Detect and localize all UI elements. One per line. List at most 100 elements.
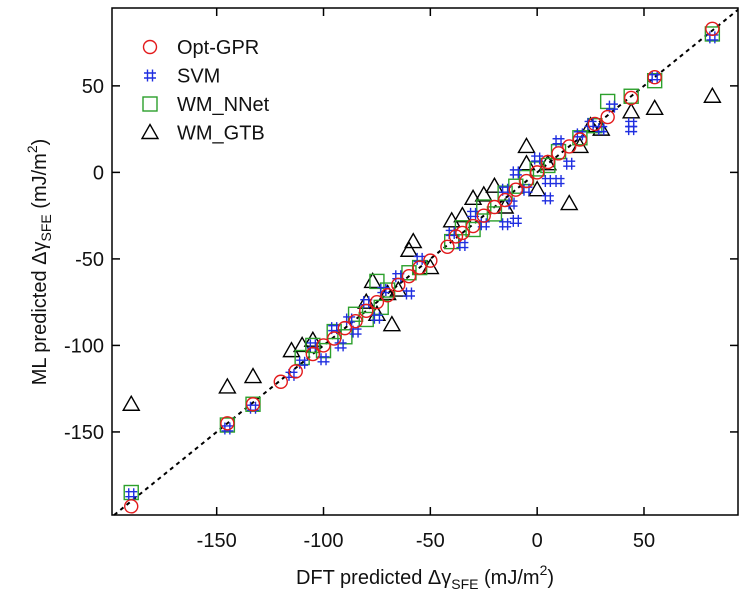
point xyxy=(337,320,353,336)
point xyxy=(305,346,321,362)
point xyxy=(646,72,663,89)
point xyxy=(487,199,502,215)
point xyxy=(519,173,534,189)
point xyxy=(531,152,544,165)
y-label-sub: SFE xyxy=(38,214,54,241)
point xyxy=(377,284,390,297)
point xyxy=(359,303,374,319)
point xyxy=(581,116,600,133)
point xyxy=(220,416,235,431)
point xyxy=(334,339,347,352)
point xyxy=(551,146,566,161)
legend-marker xyxy=(144,69,156,82)
point xyxy=(316,338,331,353)
point xyxy=(455,225,470,241)
point xyxy=(363,271,382,289)
point xyxy=(285,368,298,381)
point xyxy=(288,364,303,379)
plot-frame xyxy=(111,7,739,516)
point xyxy=(326,331,342,346)
point xyxy=(541,192,554,205)
point xyxy=(572,130,588,146)
point xyxy=(529,165,545,180)
legend-label: WM_GTB xyxy=(177,123,265,145)
point xyxy=(122,394,141,411)
y-axis-label: ML predicted ΔγSFE (mJ/m2) xyxy=(24,139,54,386)
point xyxy=(529,161,545,177)
x-label-unit: (mJ/m xyxy=(478,567,539,589)
x-tick-label: -100 xyxy=(303,530,343,552)
point xyxy=(560,194,579,211)
point xyxy=(358,311,374,328)
point xyxy=(540,154,556,170)
point xyxy=(474,185,493,202)
legend-label: Opt-GPR xyxy=(177,37,259,59)
point xyxy=(219,417,236,433)
point xyxy=(499,183,512,196)
y-tick-label: 50 xyxy=(82,76,104,98)
point xyxy=(605,100,618,113)
point xyxy=(328,322,341,335)
point xyxy=(552,135,565,148)
y-tick-label: 0 xyxy=(93,162,104,184)
point xyxy=(348,313,363,329)
point xyxy=(584,117,597,130)
point xyxy=(380,288,395,303)
point xyxy=(303,330,323,347)
point xyxy=(125,488,138,501)
point xyxy=(370,311,383,324)
x-tick-label: -150 xyxy=(197,530,237,552)
point xyxy=(382,315,402,332)
point xyxy=(703,86,722,103)
point xyxy=(440,239,455,254)
point xyxy=(317,353,330,366)
point xyxy=(587,116,603,132)
point xyxy=(592,119,611,136)
point xyxy=(486,206,503,222)
point xyxy=(412,260,427,275)
point xyxy=(402,287,415,300)
x-axis-label: DFT predicted ΔγSFE (mJ/m2) xyxy=(296,562,554,592)
y-label-end: ) xyxy=(29,139,51,146)
y-tick-label: -150 xyxy=(64,422,104,444)
legend-marker xyxy=(140,123,160,140)
point xyxy=(391,277,406,293)
point xyxy=(399,240,419,257)
x-label-end: ) xyxy=(547,567,554,589)
point xyxy=(347,306,364,322)
point xyxy=(401,269,417,284)
point xyxy=(541,175,554,188)
point xyxy=(218,377,237,394)
point xyxy=(540,157,556,174)
point xyxy=(467,207,480,220)
point xyxy=(243,367,263,384)
point xyxy=(315,342,332,359)
point xyxy=(645,98,664,116)
point xyxy=(282,341,301,358)
point xyxy=(349,325,362,338)
point xyxy=(369,273,385,290)
point xyxy=(509,166,522,179)
x-label-sup: 2 xyxy=(540,562,548,578)
point xyxy=(648,71,661,84)
point xyxy=(423,253,438,268)
legend-label: SVM xyxy=(177,66,220,88)
point xyxy=(509,214,522,227)
point xyxy=(245,397,261,412)
point xyxy=(625,123,638,136)
x-label-main: DFT predicted Δγ xyxy=(296,567,451,589)
point xyxy=(445,226,458,239)
point xyxy=(625,117,638,130)
point xyxy=(599,93,616,110)
y-tick-label: -50 xyxy=(75,249,104,271)
legend-marker xyxy=(142,96,158,112)
point xyxy=(552,175,565,188)
legend-label: WM_NNet xyxy=(177,94,270,116)
x-tick-label: -50 xyxy=(416,530,445,552)
point xyxy=(621,102,641,119)
point xyxy=(221,422,234,435)
y-label-main: ML predicted Δγ xyxy=(29,242,51,386)
point xyxy=(442,211,461,228)
y-label-unit: (mJ/m xyxy=(29,153,51,214)
